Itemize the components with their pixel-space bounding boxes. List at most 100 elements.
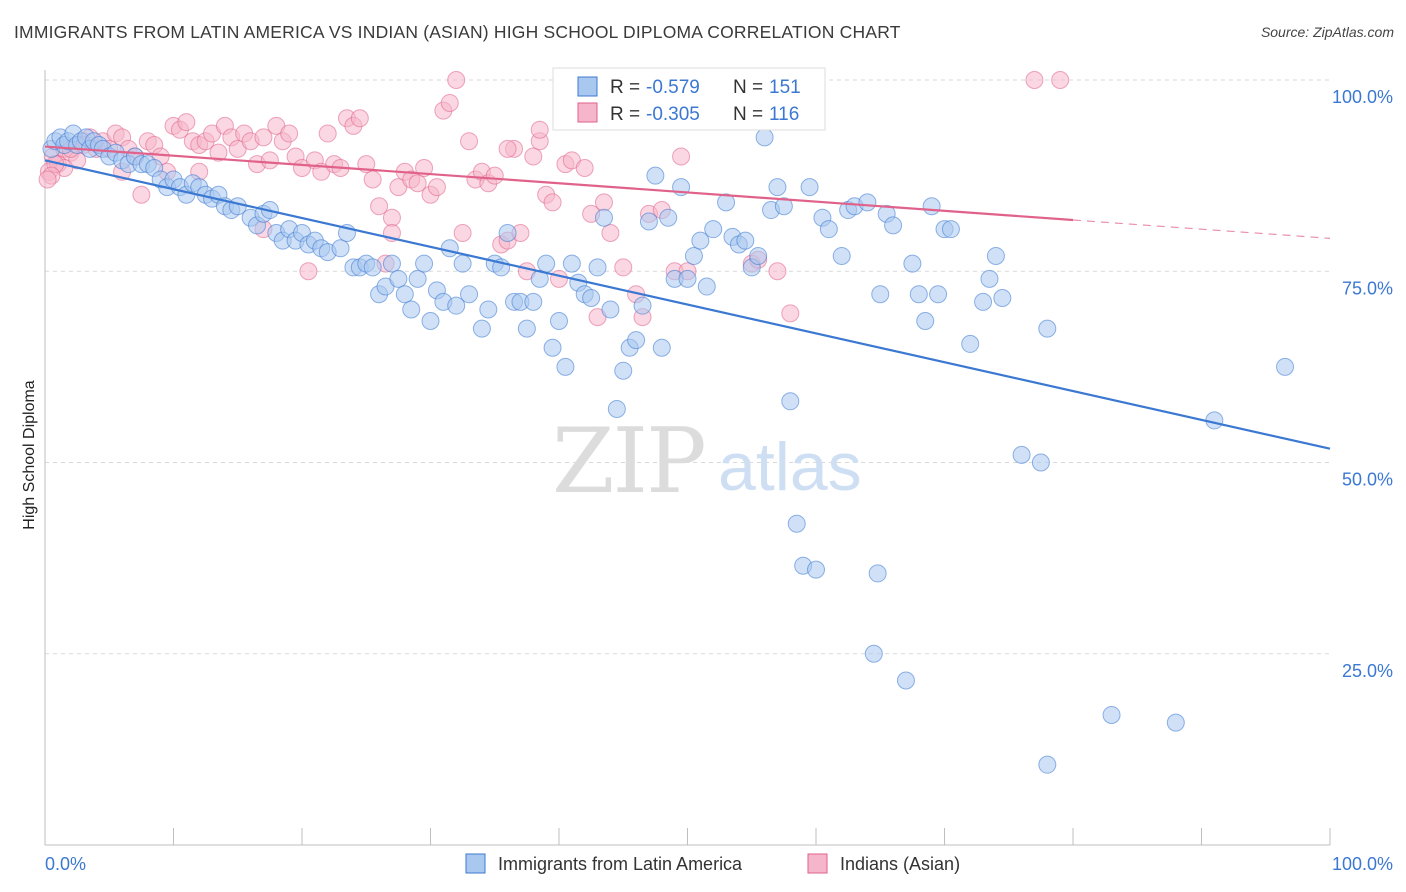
data-point-latin-america xyxy=(858,193,877,212)
data-point-latin-america xyxy=(517,319,536,338)
data-point-latin-america xyxy=(980,269,999,288)
y-tick-label: 50.0% xyxy=(1342,470,1393,490)
data-point-indian-asian xyxy=(260,151,279,170)
data-point-latin-america xyxy=(601,300,620,319)
data-point-latin-america xyxy=(652,338,671,357)
trend-line-indian-asian xyxy=(44,145,1074,222)
data-point-latin-america xyxy=(884,216,903,235)
data-point-latin-america xyxy=(755,128,774,147)
bottom-legend-label-pink: Indians (Asian) xyxy=(840,854,960,874)
data-point-indian-asian xyxy=(524,147,543,166)
data-point-indian-asian xyxy=(318,124,337,143)
watermark: ZIP atlas xyxy=(552,409,862,514)
data-point-indian-asian xyxy=(299,262,318,281)
data-point-indian-asian xyxy=(781,304,800,323)
trend-line-extension xyxy=(1072,219,1331,239)
data-point-latin-america xyxy=(524,292,543,311)
data-point-indian-asian xyxy=(485,166,504,185)
data-point-indian-asian xyxy=(601,224,620,242)
bottom-legend-label-blue: Immigrants from Latin America xyxy=(498,854,743,874)
top-legend: R = -0.579 N = 151 R = -0.305 N = 116 xyxy=(552,67,826,131)
data-point-latin-america xyxy=(421,311,440,330)
data-point-latin-america xyxy=(363,258,382,277)
data-point-latin-america xyxy=(447,296,466,315)
data-point-latin-america xyxy=(1038,319,1057,338)
data-point-latin-america xyxy=(408,269,427,288)
data-point-indian-asian xyxy=(254,128,273,147)
top-legend-box xyxy=(552,67,826,131)
data-point-latin-america xyxy=(974,292,993,311)
legend-r-value-blue: -0.579 xyxy=(646,77,700,98)
data-point-latin-america xyxy=(832,246,851,265)
data-point-latin-america xyxy=(588,258,607,277)
data-point-latin-america xyxy=(537,254,556,273)
data-point-latin-america xyxy=(633,296,652,315)
data-point-latin-america xyxy=(717,193,736,212)
data-point-latin-america xyxy=(607,399,626,418)
data-point-latin-america xyxy=(1012,445,1031,464)
data-point-indian-asian xyxy=(1051,71,1070,89)
data-point-indian-asian xyxy=(415,158,434,177)
data-point-indian-asian xyxy=(440,93,459,112)
x-tick-label: 100.0% xyxy=(1332,854,1393,874)
data-point-latin-america xyxy=(1166,713,1185,732)
data-point-indian-asian xyxy=(280,124,299,143)
data-point-indian-asian xyxy=(498,139,517,158)
data-point-indian-asian xyxy=(768,262,787,281)
data-point-latin-america xyxy=(909,285,928,304)
data-point-latin-america xyxy=(1031,453,1050,472)
chart-title: IMMIGRANTS FROM LATIN AMERICA VS INDIAN … xyxy=(14,22,901,42)
data-point-latin-america xyxy=(903,254,922,273)
y-tick-label: 25.0% xyxy=(1342,661,1393,681)
y-axis-title: High School Diploma xyxy=(21,380,38,530)
data-point-indian-asian xyxy=(447,71,466,89)
data-point-indian-asian xyxy=(38,170,57,189)
data-point-indian-asian xyxy=(543,193,562,212)
bottom-legend-swatch-blue xyxy=(465,853,486,874)
data-point-indian-asian xyxy=(550,269,568,288)
data-point-indian-asian xyxy=(370,197,389,216)
y-tick-label: 100.0% xyxy=(1332,87,1393,107)
watermark-atlas: atlas xyxy=(718,429,862,505)
x-tick-label: 0.0% xyxy=(45,854,86,874)
data-point-latin-america xyxy=(556,357,575,376)
watermark-zip: ZIP xyxy=(552,409,705,514)
legend-r-label-blue: R = xyxy=(610,77,640,98)
data-point-latin-america xyxy=(594,208,613,227)
data-point-latin-america xyxy=(678,269,697,288)
data-point-latin-america xyxy=(916,311,935,330)
bottom-legend: Immigrants from Latin America Indians (A… xyxy=(465,853,960,874)
data-point-latin-america xyxy=(331,239,350,258)
legend-n-label-pink: N = xyxy=(733,104,763,125)
legend-n-value-blue: 151 xyxy=(769,77,801,98)
data-point-latin-america xyxy=(402,300,421,319)
data-point-indian-asian xyxy=(408,174,427,193)
data-point-latin-america xyxy=(389,269,408,288)
data-point-latin-america xyxy=(479,300,498,319)
data-point-latin-america xyxy=(961,334,980,353)
data-point-latin-america xyxy=(704,220,723,239)
data-point-latin-america xyxy=(659,208,678,227)
bottom-legend-swatch-pink xyxy=(807,853,828,874)
legend-n-label-blue: N = xyxy=(733,77,763,98)
y-tick-labels: 25.0% 50.0% 75.0% 100.0% xyxy=(1332,87,1393,681)
data-point-latin-america xyxy=(1038,755,1057,774)
data-point-latin-america xyxy=(929,285,948,304)
data-point-latin-america xyxy=(691,231,710,250)
data-point-latin-america xyxy=(922,197,941,216)
data-point-indian-asian xyxy=(209,143,228,162)
data-point-latin-america xyxy=(550,311,568,330)
legend-r-value-pink: -0.305 xyxy=(646,104,700,125)
data-point-latin-america xyxy=(382,254,401,273)
data-point-latin-america xyxy=(684,246,703,265)
legend-swatch-pink xyxy=(577,102,598,123)
data-point-indian-asian xyxy=(132,185,151,204)
data-point-indian-asian xyxy=(614,258,633,277)
data-point-latin-america xyxy=(627,331,646,350)
data-point-indian-asian xyxy=(1025,71,1044,89)
data-point-latin-america xyxy=(868,564,887,583)
data-point-indian-asian xyxy=(594,193,613,212)
data-point-latin-america xyxy=(646,166,665,185)
data-point-indian-asian xyxy=(363,170,382,189)
data-point-indian-asian xyxy=(575,158,594,177)
